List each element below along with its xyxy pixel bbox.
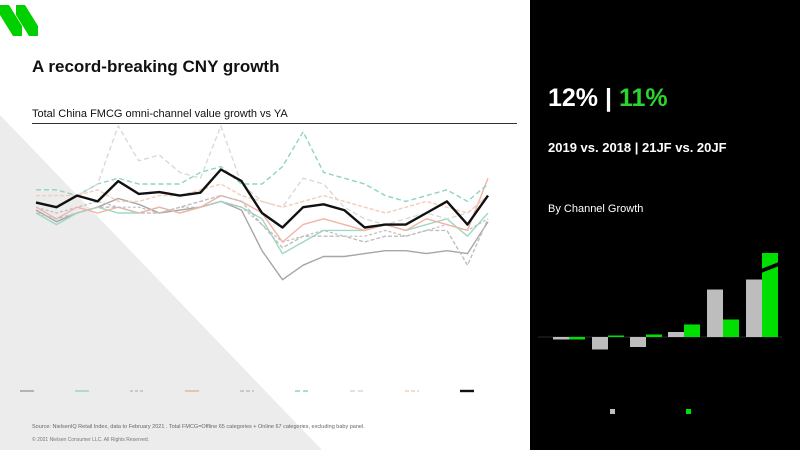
bar-mini-s1 [646, 334, 662, 337]
bar-tt-s1 [723, 319, 739, 337]
page-title: A record-breaking CNY growth [32, 57, 280, 76]
bar-cvs-s1 [684, 324, 700, 337]
bar-chart [538, 253, 782, 414]
left-background [0, 5, 322, 450]
line-chart [20, 125, 489, 393]
axis-break-mark [761, 262, 779, 273]
chart-subtitle: Total China FMCG omni-channel value grow… [32, 108, 288, 120]
kpi-headline: 12% | 11% [548, 84, 668, 113]
bar-cvs-s0 [668, 332, 684, 337]
kpi-separator: | [598, 84, 619, 112]
left-panel: A record-breaking CNY growth Total China… [0, 5, 517, 450]
source-note: Source: NielsenIQ Retail Index, data to … [32, 424, 365, 430]
line-series-snacks [35, 194, 489, 266]
line-series-beverage [35, 197, 489, 281]
right-panel: 12% | 11% 2019 vs. 2018 | 21JF vs. 20JF … [530, 0, 800, 450]
line-series-fmcg [35, 168, 489, 229]
bar-mini-s0 [630, 337, 646, 347]
subtitle-rule [32, 123, 517, 124]
bar-super-s1 [608, 335, 624, 337]
bar-ecom-s1 [762, 253, 778, 337]
line-series-personal-care [35, 125, 489, 226]
kpi-first: 12% [548, 84, 599, 112]
bar-tt-s0 [707, 289, 723, 337]
line-series-dairy [35, 200, 489, 255]
channel-title: By Channel Growth [548, 203, 644, 215]
legend-swatch [686, 409, 691, 414]
kpi-second: 11% [618, 84, 668, 112]
comparison-label: 2019 vs. 2018 | 21JF vs. 20JF [548, 140, 727, 155]
bar-hyper-s0 [553, 337, 569, 340]
copyright: © 2021 Nielsen Consumer LLC. All Rights … [32, 437, 150, 443]
bar-ecom-s0 [746, 279, 762, 337]
grey-triangle [0, 115, 322, 450]
legend-swatch [610, 409, 615, 414]
logo-mark-left [0, 5, 22, 36]
bar-super-s0 [592, 337, 608, 350]
bar-hyper-s1 [569, 337, 585, 340]
line-series-baby [36, 183, 489, 214]
line-series-staple-food [36, 131, 489, 203]
logo-mark-right [16, 5, 38, 36]
